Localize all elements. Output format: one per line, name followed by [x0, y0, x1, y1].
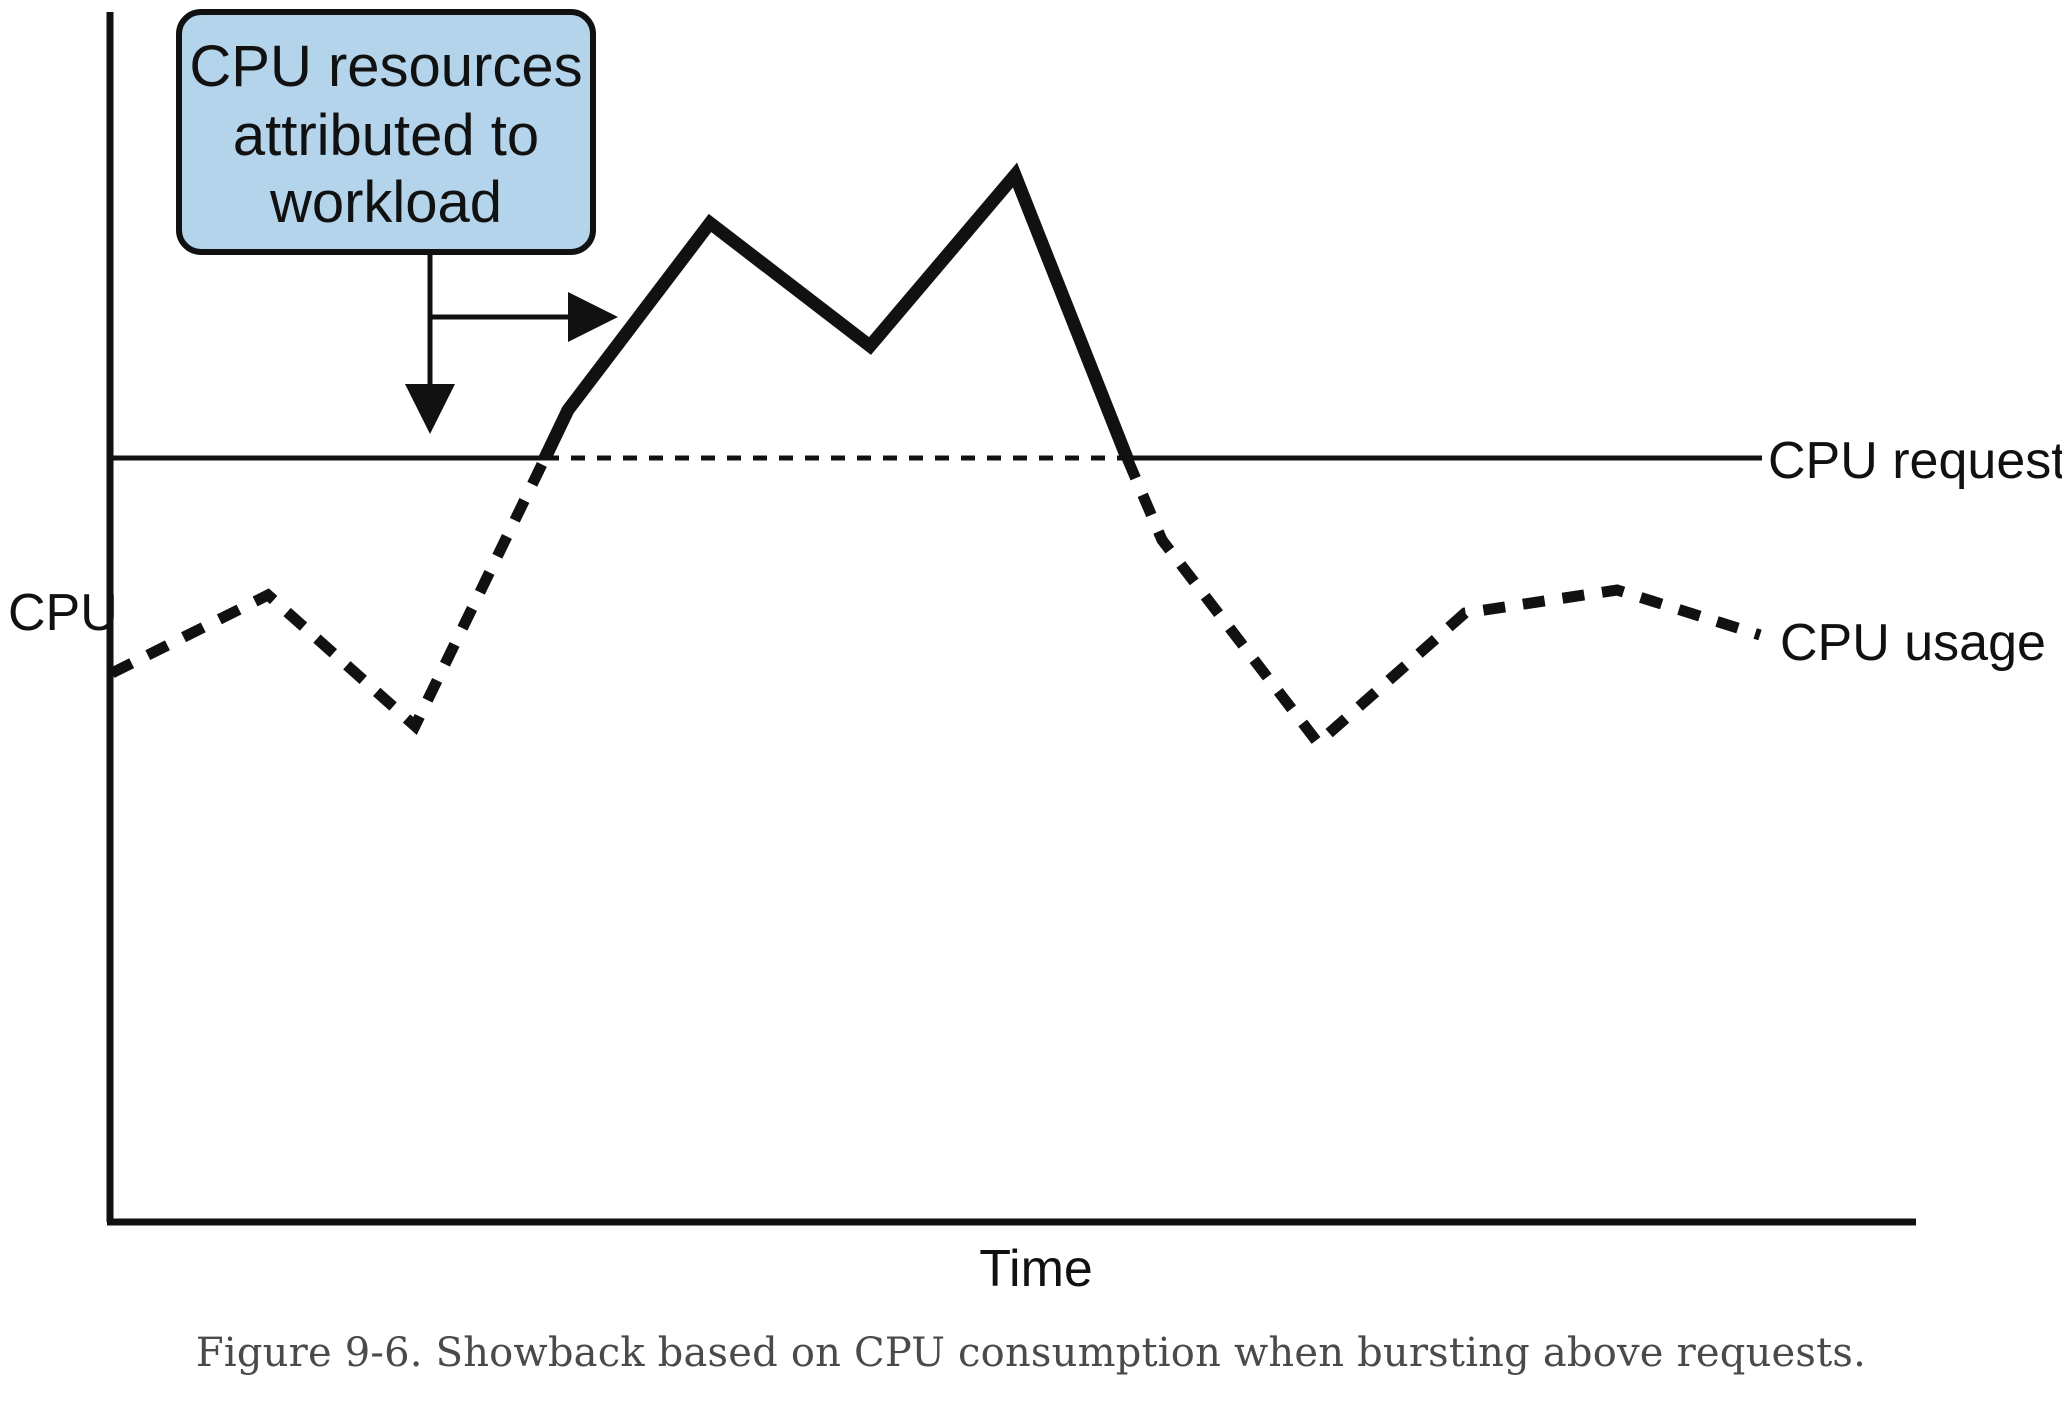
cpu-usage-burst-line [539, 162, 1134, 461]
cpu-requests-label: CPU requests [1768, 432, 2062, 490]
callout-line-3: workload [269, 170, 502, 235]
cpu-usage-label: CPU usage [1780, 614, 2046, 672]
cpu-usage-dotted-left [109, 455, 550, 735]
y-axis-label: CPU [8, 584, 118, 642]
callout-box [176, 9, 596, 255]
callout-line-2: attributed to [233, 103, 539, 168]
figure-caption: Figure 9-6. Showback based on CPU consum… [195, 1330, 1867, 1376]
x-axis-label: Time [979, 1240, 1093, 1298]
callout-line-1: CPU resources [189, 34, 582, 99]
cpu-usage-dotted-right [1121, 455, 1762, 752]
